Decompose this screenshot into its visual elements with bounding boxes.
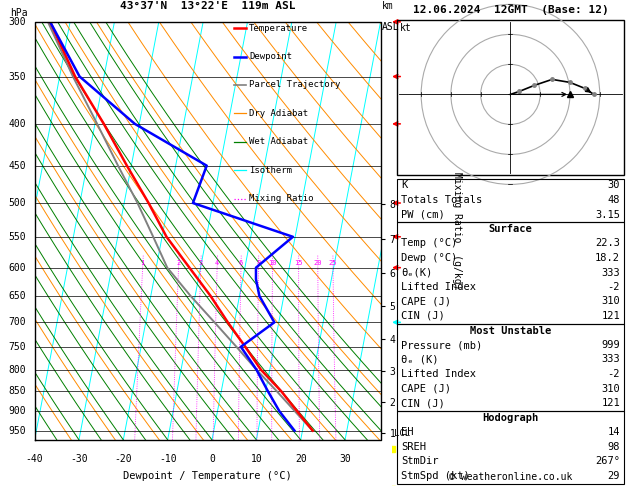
Text: CAPE (J): CAPE (J): [401, 383, 451, 394]
Text: 29: 29: [608, 470, 620, 481]
Text: 121: 121: [601, 311, 620, 321]
Text: Temperature: Temperature: [249, 24, 308, 33]
Text: Dewp (°C): Dewp (°C): [401, 253, 457, 263]
Text: 350: 350: [8, 71, 26, 82]
Text: 3: 3: [199, 260, 203, 265]
Text: 20: 20: [295, 454, 306, 465]
Text: K: K: [401, 180, 407, 191]
Text: 3.15: 3.15: [595, 209, 620, 220]
Text: 333: 333: [601, 354, 620, 364]
Text: 121: 121: [601, 398, 620, 408]
Text: 267°: 267°: [595, 456, 620, 466]
Text: 900: 900: [8, 406, 26, 417]
Text: 700: 700: [8, 317, 26, 328]
Text: 10: 10: [250, 454, 262, 465]
Text: PW (cm): PW (cm): [401, 209, 445, 220]
Text: -20: -20: [114, 454, 132, 465]
Text: 20: 20: [314, 260, 322, 265]
Text: Parcel Trajectory: Parcel Trajectory: [249, 81, 340, 89]
Text: kt: kt: [400, 23, 411, 33]
Text: 22.3: 22.3: [595, 239, 620, 248]
Text: 950: 950: [8, 426, 26, 435]
Text: Lifted Index: Lifted Index: [401, 369, 476, 379]
Text: 1: 1: [140, 260, 145, 265]
Text: Temp (°C): Temp (°C): [401, 239, 457, 248]
Text: -2: -2: [608, 282, 620, 292]
Text: 333: 333: [601, 267, 620, 278]
Text: 25: 25: [329, 260, 337, 265]
Text: 6: 6: [239, 260, 243, 265]
Text: StmSpd (kt): StmSpd (kt): [401, 470, 469, 481]
Text: 43°37'N  13°22'E  119m ASL: 43°37'N 13°22'E 119m ASL: [120, 1, 296, 12]
Text: SREH: SREH: [401, 441, 426, 451]
Text: Dewpoint / Temperature (°C): Dewpoint / Temperature (°C): [123, 471, 292, 481]
Text: 400: 400: [8, 119, 26, 129]
Text: -30: -30: [70, 454, 88, 465]
Bar: [397, 324, 624, 411]
Text: Wet Adiabat: Wet Adiabat: [249, 138, 308, 146]
Text: Pressure (mb): Pressure (mb): [401, 340, 482, 350]
Text: StmDir: StmDir: [401, 456, 438, 466]
Text: Hodograph: Hodograph: [482, 413, 538, 422]
Text: 800: 800: [8, 364, 26, 375]
Text: Most Unstable: Most Unstable: [470, 326, 551, 335]
Text: 550: 550: [8, 232, 26, 242]
Text: CIN (J): CIN (J): [401, 398, 445, 408]
Bar: [397, 411, 624, 484]
Text: LCL: LCL: [394, 429, 411, 438]
Text: 500: 500: [8, 198, 26, 208]
Text: 310: 310: [601, 296, 620, 307]
Text: CAPE (J): CAPE (J): [401, 296, 451, 307]
Bar: [397, 179, 624, 223]
Text: 650: 650: [8, 291, 26, 301]
Text: θₑ(K): θₑ(K): [401, 267, 432, 278]
Text: 30: 30: [608, 180, 620, 191]
Text: 98: 98: [608, 441, 620, 451]
Text: 15: 15: [294, 260, 303, 265]
Text: 10: 10: [268, 260, 277, 265]
Text: CIN (J): CIN (J): [401, 311, 445, 321]
Text: -40: -40: [26, 454, 43, 465]
Text: θₑ (K): θₑ (K): [401, 354, 438, 364]
Text: 310: 310: [601, 383, 620, 394]
Text: 2: 2: [176, 260, 181, 265]
Text: 999: 999: [601, 340, 620, 350]
Text: EH: EH: [401, 427, 413, 437]
Text: 750: 750: [8, 342, 26, 352]
Bar: [397, 223, 624, 324]
Text: -10: -10: [159, 454, 177, 465]
Text: ASL: ASL: [382, 22, 400, 32]
Text: Surface: Surface: [489, 224, 532, 234]
Text: 600: 600: [8, 262, 26, 273]
Text: 48: 48: [608, 195, 620, 205]
Text: 14: 14: [608, 427, 620, 437]
Text: 8: 8: [257, 260, 260, 265]
Text: 30: 30: [339, 454, 351, 465]
Text: Isotherm: Isotherm: [249, 166, 292, 175]
Text: 12.06.2024  12GMT  (Base: 12): 12.06.2024 12GMT (Base: 12): [413, 5, 608, 15]
Text: Totals Totals: Totals Totals: [401, 195, 482, 205]
Text: 0: 0: [209, 454, 215, 465]
Text: 4: 4: [215, 260, 220, 265]
Text: Dry Adiabat: Dry Adiabat: [249, 109, 308, 118]
Text: hPa: hPa: [9, 8, 27, 17]
Text: 450: 450: [8, 161, 26, 171]
Text: -2: -2: [608, 369, 620, 379]
Text: 850: 850: [8, 386, 26, 396]
Text: 300: 300: [8, 17, 26, 27]
Text: 18.2: 18.2: [595, 253, 620, 263]
Bar: [397, 20, 624, 175]
Text: km: km: [382, 1, 394, 12]
Y-axis label: Mixing Ratio  (g/kg): Mixing Ratio (g/kg): [452, 172, 462, 290]
Text: © weatheronline.co.uk: © weatheronline.co.uk: [448, 472, 572, 482]
Text: Mixing Ratio: Mixing Ratio: [249, 194, 314, 203]
Text: Dewpoint: Dewpoint: [249, 52, 292, 61]
Text: Lifted Index: Lifted Index: [401, 282, 476, 292]
